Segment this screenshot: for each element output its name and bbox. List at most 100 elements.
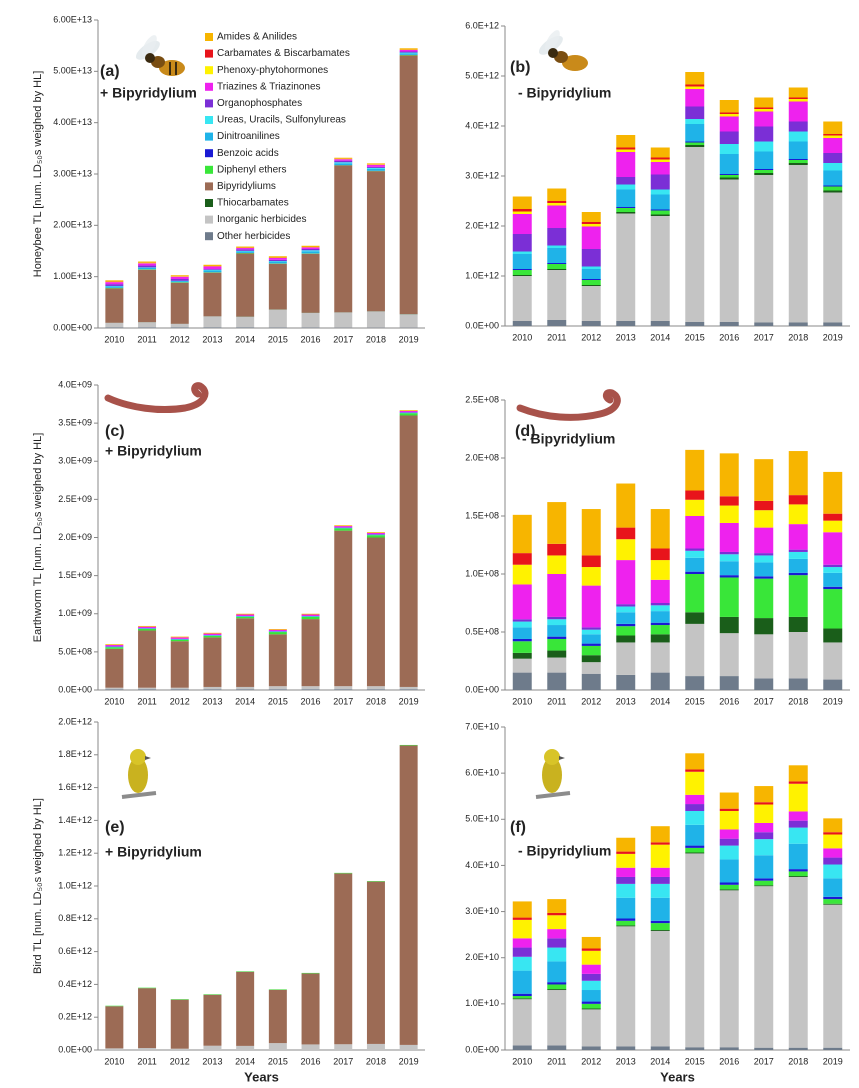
bar-segment: [138, 688, 156, 690]
y-tick-label: 2.5E+09: [58, 494, 92, 504]
bar-segment: [823, 153, 842, 163]
bar-segment: [400, 50, 418, 52]
bar-segment: [720, 885, 739, 890]
bar-segment: [685, 572, 704, 574]
bar-segment: [236, 317, 254, 328]
bar-segment: [616, 898, 635, 919]
y-tick-label: 6.0E+10: [465, 768, 499, 778]
bar-segment: [513, 197, 532, 210]
bar-segment: [616, 190, 635, 208]
bar-segment: [334, 312, 352, 327]
bar-segment: [334, 528, 352, 529]
bar-segment: [789, 573, 808, 575]
bar-segment: [400, 689, 418, 690]
bar-segment: [720, 114, 739, 117]
bar-segment: [302, 619, 320, 686]
bar-segment: [236, 251, 254, 252]
x-tick-label: 2016: [301, 696, 321, 706]
bar-segment: [616, 1046, 635, 1050]
x-tick-label: 2014: [235, 696, 255, 706]
bar-segment: [269, 256, 287, 257]
x-tick-label: 2014: [235, 334, 255, 344]
figure: 2010201120122013201420152016201720182019…: [0, 0, 859, 1088]
bar-segment: [400, 413, 418, 415]
bar-segment: [720, 1047, 739, 1050]
y-tick-label: 3.0E+10: [465, 906, 499, 916]
x-axis-label: Years: [244, 1069, 279, 1084]
bar-segment: [789, 142, 808, 160]
bar-segment: [720, 839, 739, 846]
y-tick-label: 3.0E+12: [465, 170, 499, 180]
bar-segment: [685, 612, 704, 624]
bar-segment: [302, 617, 320, 619]
bar-segment: [616, 604, 635, 606]
x-tick-label: 2017: [333, 1056, 353, 1066]
x-tick-label: 2019: [399, 696, 419, 706]
panel-label: (c): [105, 423, 125, 440]
bar-segment: [651, 826, 670, 842]
legend-swatch: [205, 216, 213, 224]
bar-segment: [754, 323, 773, 327]
bar-segment: [582, 586, 601, 628]
bar-segment: [823, 514, 842, 521]
y-tick-label: 2.0E+08: [465, 452, 499, 462]
bar-segment: [334, 686, 352, 689]
x-tick-label: 2012: [581, 332, 601, 342]
bar-segment: [400, 411, 418, 413]
bar-segment: [547, 206, 566, 229]
bar-segment: [171, 277, 189, 279]
legend-label: Bipyridyliums: [217, 181, 276, 192]
x-tick-label: 2010: [104, 696, 124, 706]
bar-segment: [171, 283, 189, 324]
bar-segment: [547, 246, 566, 249]
legend-swatch: [205, 116, 213, 124]
bar-segment: [105, 284, 123, 286]
y-tick-label: 2.5E+08: [465, 394, 499, 404]
legend-label: Thiocarbamates: [217, 198, 289, 209]
bar-segment: [513, 622, 532, 628]
bar-segment: [513, 901, 532, 917]
bar-segment: [582, 224, 601, 227]
bar-segment: [754, 823, 773, 832]
y-tick-label: 4.0E+12: [465, 120, 499, 130]
y-axis-label: Earthworm TL [num. LD₅₀s weighed by HL]: [32, 433, 44, 643]
bar-segment: [685, 1047, 704, 1050]
bar-segment: [789, 632, 808, 678]
bar-segment: [582, 981, 601, 990]
bar-segment: [547, 984, 566, 989]
legend-label: Amides & Anilides: [217, 32, 297, 43]
x-tick-label: 2010: [512, 332, 532, 342]
bar-segment: [754, 839, 773, 855]
x-tick-label: 2018: [788, 696, 808, 706]
bar-segment: [616, 926, 635, 1046]
bar-segment: [685, 795, 704, 804]
bar-segment: [334, 161, 352, 163]
x-tick-label: 2012: [170, 334, 190, 344]
bar-segment: [236, 687, 254, 689]
bar-segment: [547, 617, 566, 619]
bar-segment: [203, 995, 221, 1046]
bar-segment: [582, 555, 601, 567]
bar-segment: [302, 247, 320, 249]
bar-segment: [105, 645, 123, 647]
bar-segment: [547, 961, 566, 982]
bar-segment: [269, 310, 287, 328]
x-tick-label: 2015: [268, 334, 288, 344]
y-tick-label: 0.0E+00: [465, 684, 499, 694]
bar-segment: [400, 53, 418, 54]
bar-segment: [616, 484, 635, 528]
bar-segment: [203, 637, 221, 687]
bar-segment: [823, 323, 842, 327]
legend-label: Inorganic herbicides: [217, 214, 307, 225]
bar-segment: [400, 412, 418, 413]
bar-segment: [651, 210, 670, 211]
bar-segment: [334, 159, 352, 161]
bar-segment: [685, 89, 704, 107]
x-tick-label: 2011: [137, 696, 156, 706]
bar-segment: [367, 686, 385, 689]
bar-segment: [138, 268, 156, 270]
legend-swatch: [205, 50, 213, 58]
y-tick-label: 2.0E+10: [465, 952, 499, 962]
bar-segment: [400, 53, 418, 55]
bar-segment: [513, 639, 532, 641]
